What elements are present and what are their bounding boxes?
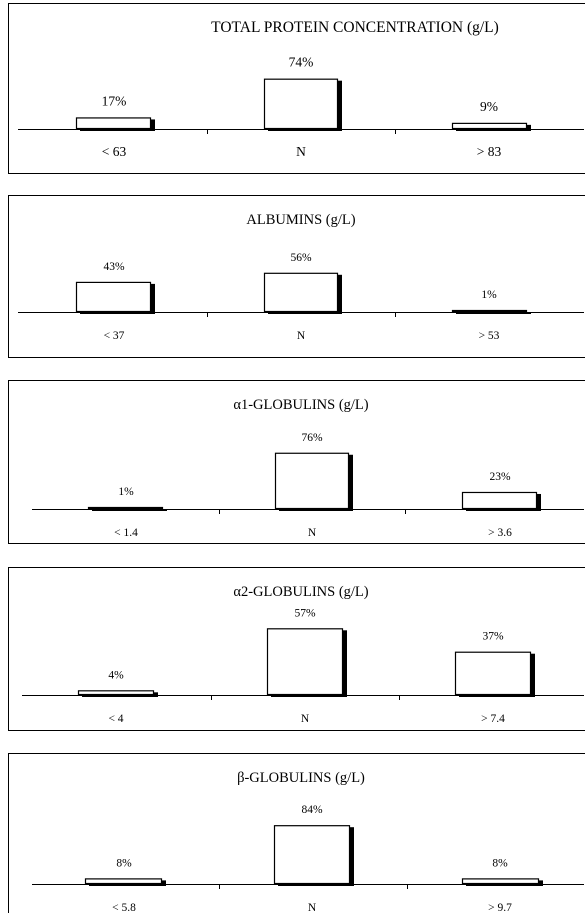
- x-tick-label: N: [296, 144, 306, 159]
- x-tick-label: N: [297, 330, 306, 342]
- data-label: 1%: [118, 486, 134, 498]
- x-tick-label: < 4: [108, 713, 123, 725]
- data-label: 56%: [290, 252, 312, 264]
- bar: [265, 79, 338, 128]
- x-tick-label: > 7.4: [481, 713, 505, 725]
- x-tick-label: > 83: [477, 144, 502, 159]
- data-label: 76%: [301, 432, 323, 444]
- x-tick-label: < 1.4: [114, 527, 138, 539]
- data-label: 43%: [103, 261, 125, 273]
- data-label: 8%: [492, 857, 508, 869]
- chart-title: α2-GLOBULINS (g/L): [233, 584, 368, 600]
- bar: [77, 282, 151, 311]
- data-label: 4%: [108, 669, 124, 681]
- chart-panel-5: β-GLOBULINS (g/L) 8% < 5.8 84% N 8% > 9.7: [9, 754, 585, 914]
- chart-title: β-GLOBULINS (g/L): [237, 770, 365, 786]
- x-tick-label: > 3.6: [488, 527, 512, 539]
- data-label: 23%: [489, 471, 511, 483]
- bar: [276, 453, 349, 508]
- chart-panel-2: ALBUMINS (g/L) 43% < 37 56% N 1% > 53: [9, 196, 585, 358]
- bar: [77, 118, 151, 129]
- data-label: 17%: [102, 93, 127, 108]
- bar: [268, 629, 343, 695]
- data-label: 8%: [116, 857, 132, 869]
- bar-shadow: [456, 312, 531, 314]
- x-tick-label: > 53: [479, 330, 500, 342]
- bar: [463, 492, 537, 508]
- data-label: 37%: [482, 631, 504, 643]
- bar: [456, 652, 531, 694]
- data-label: 9%: [480, 99, 498, 114]
- bar: [89, 508, 163, 509]
- x-tick-label: < 37: [104, 330, 125, 342]
- bar: [453, 123, 527, 128]
- data-label: 57%: [294, 607, 316, 619]
- bar: [275, 826, 350, 884]
- chart-title: TOTAL PROTEIN CONCENTRATION (g/L): [211, 19, 499, 36]
- chart-title: α1-GLOBULINS (g/L): [233, 397, 368, 413]
- x-tick-label: > 9.7: [488, 902, 512, 913]
- bar: [265, 273, 338, 311]
- x-tick-label: N: [308, 902, 317, 913]
- chart-panel-4: α2-GLOBULINS (g/L) 4% < 4 57% N 37% > 7.4: [9, 568, 585, 731]
- x-tick-label: N: [308, 527, 317, 539]
- chart-panel-3: α1-GLOBULINS (g/L) 1% < 1.4 76% N 23% > 3.6: [9, 381, 585, 544]
- bar: [86, 879, 162, 884]
- x-tick-label: N: [301, 713, 310, 725]
- chart-panel-1: TOTAL PROTEIN CONCENTRATION (g/L) 17% < 63…: [9, 4, 585, 174]
- bar: [463, 879, 539, 884]
- data-label: 1%: [481, 289, 497, 301]
- bar-shadow: [92, 509, 167, 511]
- data-label: 74%: [289, 55, 314, 70]
- bar: [79, 691, 154, 695]
- x-tick-label: < 5.8: [112, 902, 136, 913]
- bar: [453, 311, 527, 312]
- chart-title: ALBUMINS (g/L): [246, 212, 355, 228]
- data-label: 84%: [301, 804, 323, 816]
- x-tick-label: < 63: [102, 144, 127, 159]
